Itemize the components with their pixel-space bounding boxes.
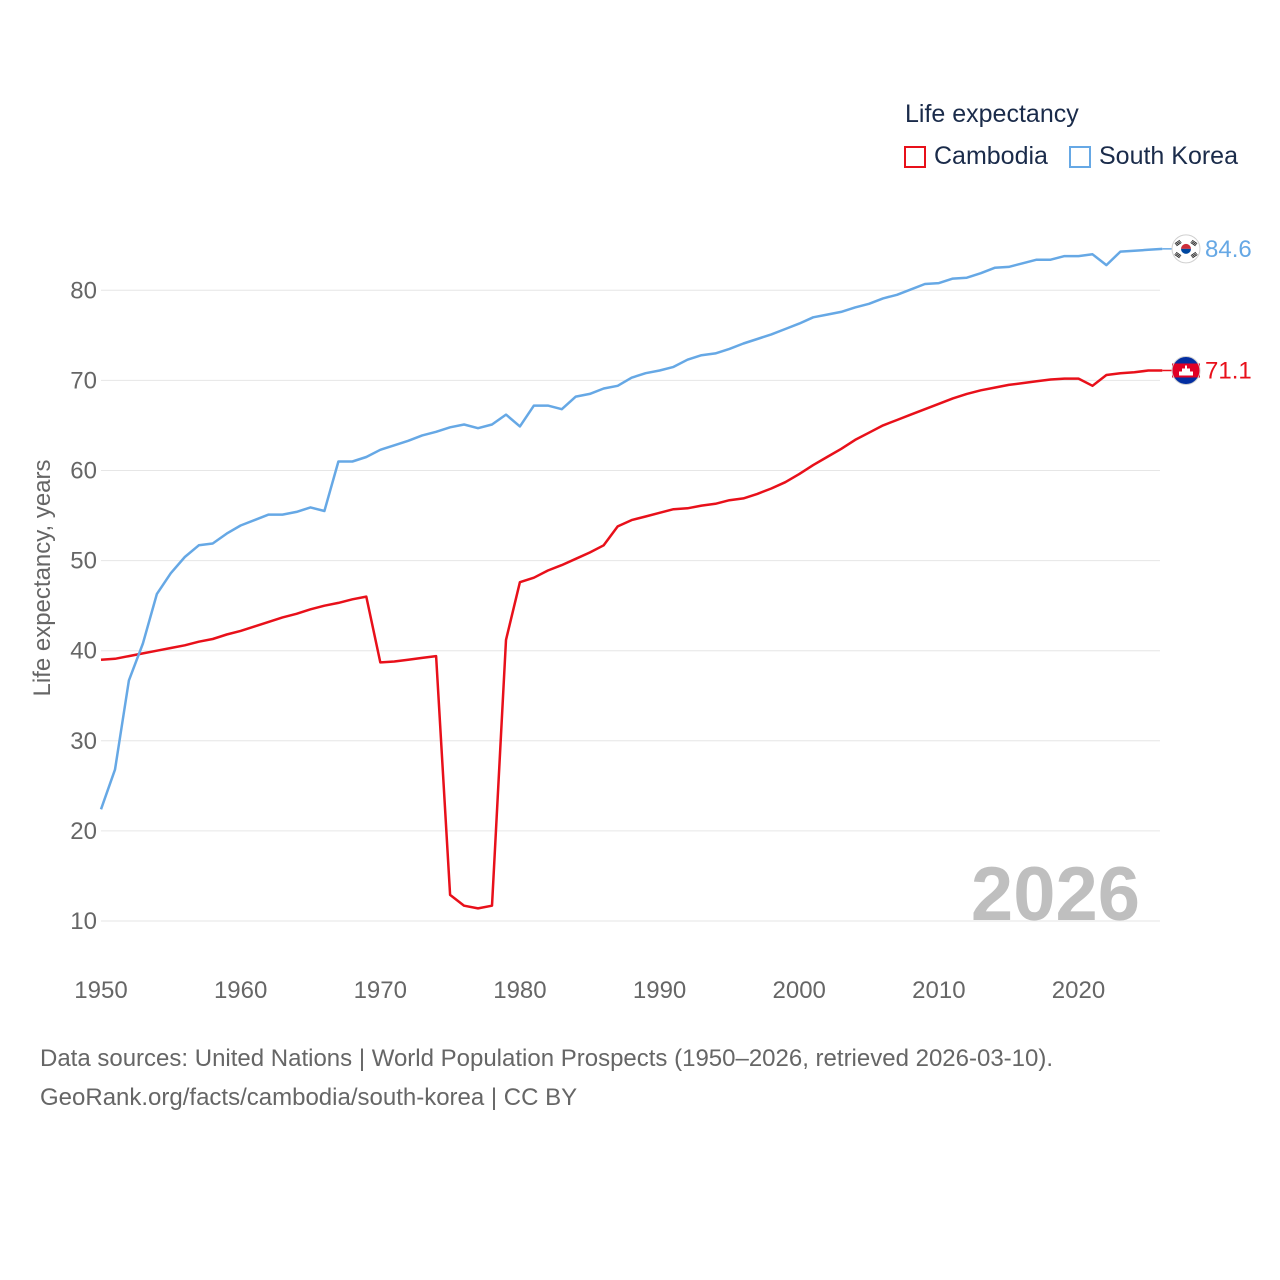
series-line-cambodia — [100, 369, 1163, 910]
legend-label-south-korea: South Korea — [1099, 142, 1238, 170]
y-tick-label-60: 60 — [70, 458, 97, 485]
x-tick-label-1970: 1970 — [354, 977, 407, 1004]
legend-item-cambodia[interactable]: Cambodia — [904, 142, 1048, 171]
y-tick-label-10: 10 — [70, 908, 97, 935]
end-labels: 71.1 84.6 — [1162, 234, 1252, 385]
y-axis-ticks: 10 20 30 40 50 60 70 80 — [70, 277, 97, 935]
legend-title: Life expectancy — [905, 100, 1079, 128]
x-axis-ticks: 1950 1960 1970 1980 1990 2000 2010 2020 — [74, 977, 1105, 1004]
y-tick-label-30: 30 — [70, 728, 97, 755]
y-tick-label-20: 20 — [70, 818, 97, 845]
south-korea-flag-icon — [1171, 234, 1201, 264]
y-tick-label-70: 70 — [70, 367, 97, 394]
series-line-south-korea — [99, 247, 1163, 810]
source-line-1: Data sources: United Nations | World Pop… — [40, 1045, 1054, 1072]
end-value-label-south-korea: 84.6 — [1205, 236, 1252, 263]
x-tick-label-2020: 2020 — [1052, 977, 1105, 1004]
source-line-2[interactable]: GeoRank.org/facts/cambodia/south-korea |… — [40, 1084, 578, 1111]
x-tick-label-2000: 2000 — [773, 977, 826, 1004]
x-tick-label-2010: 2010 — [912, 977, 965, 1004]
legend-swatch-cambodia — [904, 145, 926, 168]
legend-item-south-korea[interactable]: South Korea — [1069, 142, 1238, 171]
cambodia-flag-icon — [1171, 355, 1201, 385]
x-tick-label-1990: 1990 — [633, 977, 686, 1004]
y-tick-label-80: 80 — [70, 277, 97, 304]
grid-lines — [101, 289, 1160, 922]
y-tick-label-50: 50 — [70, 548, 97, 575]
x-tick-label-1960: 1960 — [214, 977, 267, 1004]
legend-swatch-south-korea — [1069, 145, 1091, 168]
y-tick-label-40: 40 — [70, 638, 97, 665]
year-watermark: 2026 — [971, 852, 1140, 937]
x-tick-label-1980: 1980 — [493, 977, 546, 1004]
x-tick-label-1950: 1950 — [74, 977, 127, 1004]
end-value-label-cambodia: 71.1 — [1205, 357, 1252, 384]
y-axis-title: Life expectancy, years — [29, 459, 56, 696]
series-layer — [99, 247, 1163, 910]
legend-label-cambodia: Cambodia — [934, 142, 1048, 170]
